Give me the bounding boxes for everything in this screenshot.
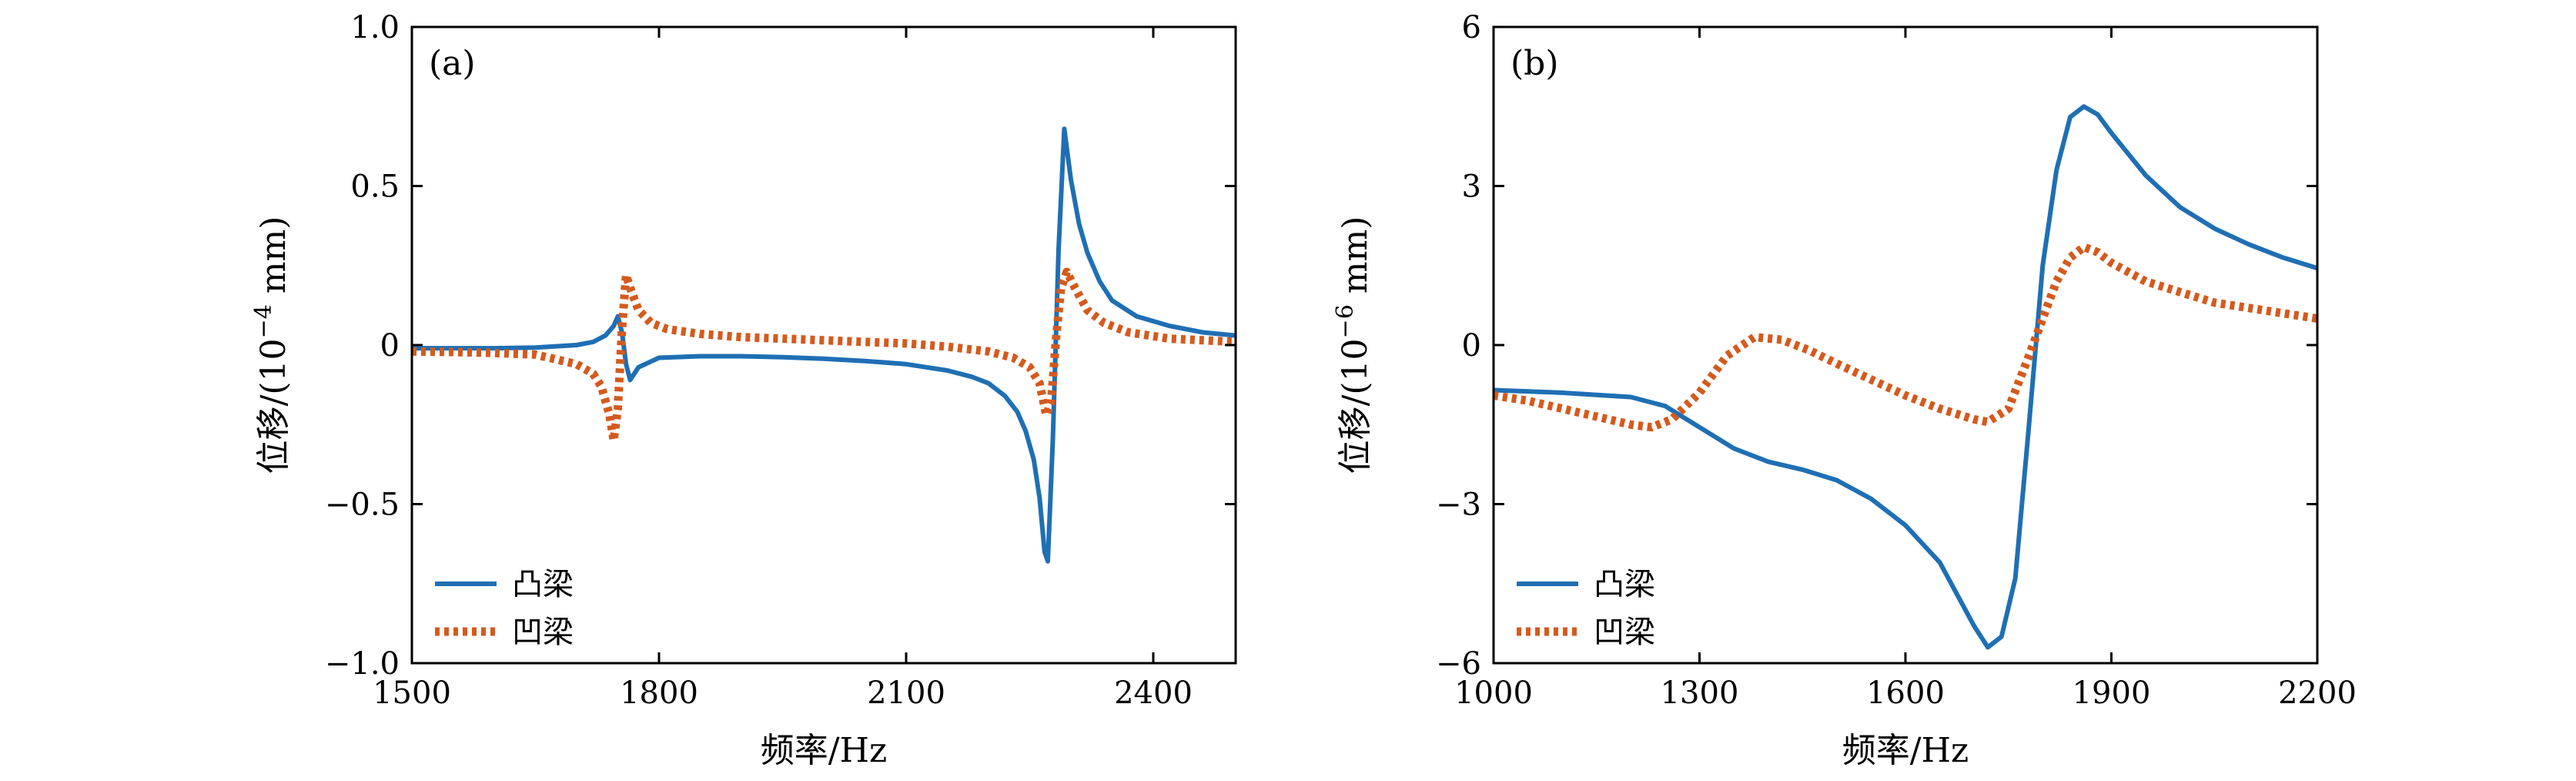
x-tick-label-b: 1000: [1454, 675, 1533, 711]
x-tick-label-b: 1900: [2073, 675, 2151, 711]
x-tick-label-a: 1800: [620, 675, 698, 711]
x-axis-label-a: 频率/Hz: [761, 731, 887, 770]
panel-label-a: (a): [429, 44, 476, 83]
y-axis-label-unit-b: mm): [1336, 216, 1375, 305]
ticks-a: 1500 1800 2100 2400 −1.0 −0.5 0 0.5 1.0: [325, 10, 1236, 711]
legend-label-concave-a: 凹梁: [512, 615, 574, 650]
x-tick-label-b: 2200: [2278, 675, 2357, 711]
series-layer-b: [1494, 104, 2317, 650]
legend-a: 凸梁 凹梁: [435, 567, 574, 650]
panel-a: 1500 1800 2100 2400 −1.0 −0.5 0 0.5 1.0 (a) 频率/H…: [250, 10, 1237, 770]
ticks-b: 1000 1300 1600 1900 2200 −6 −3 0 3 6: [1436, 10, 2357, 711]
x-tick-label-a: 2400: [1114, 675, 1193, 711]
series-concave-line-b: [1494, 243, 2317, 432]
panel-label-b: (b): [1510, 44, 1559, 83]
y-tick-label-a: 0.5: [350, 169, 400, 205]
legend-label-concave-b: 凹梁: [1594, 615, 1655, 650]
series-convex-line-a: [412, 126, 1236, 564]
y-tick-label-b: −6: [1436, 646, 1481, 682]
y-tick-label-a: −1.0: [325, 646, 400, 682]
x-tick-label-a: 1500: [373, 675, 451, 711]
y-tick-label-a: 0: [380, 328, 400, 364]
y-tick-label-b: 6: [1462, 10, 1481, 45]
y-tick-label-a: −0.5: [325, 488, 400, 523]
y-axis-label-main-b: 位移/(10: [1336, 338, 1375, 474]
series-convex-line-b: [1494, 104, 2317, 650]
panel-b: 1000 1300 1600 1900 2200 −6 −3 0 3 6 (b) 频率/Hz 位移…: [1332, 10, 2357, 770]
y-axis-label-main-a: 位移/(10: [254, 338, 293, 474]
y-tick-label-a: 1.0: [350, 10, 400, 45]
legend-label-convex-a: 凸梁: [512, 567, 574, 602]
y-tick-label-b: 0: [1462, 328, 1481, 364]
y-axis-label-exponent-b: −6: [1332, 304, 1359, 338]
y-axis-label-exponent-a: −4: [250, 304, 277, 338]
y-axis-label-b: 位移/(10−6 mm): [1332, 216, 1375, 474]
series-concave-line-a: [412, 267, 1236, 445]
y-tick-label-b: −3: [1436, 488, 1481, 523]
y-tick-label-b: 3: [1462, 169, 1481, 205]
series-layer-a: [412, 126, 1236, 564]
y-axis-label-unit-a: mm): [254, 216, 293, 305]
y-axis-label-a: 位移/(10−4 mm): [250, 216, 293, 474]
x-tick-label-a: 2100: [867, 675, 945, 711]
x-tick-label-b: 1600: [1866, 675, 1945, 711]
x-tick-label-b: 1300: [1661, 675, 1739, 711]
legend-label-convex-b: 凸梁: [1594, 567, 1655, 602]
x-axis-label-b: 频率/Hz: [1842, 731, 1969, 770]
legend-b: 凸梁 凹梁: [1517, 567, 1655, 650]
